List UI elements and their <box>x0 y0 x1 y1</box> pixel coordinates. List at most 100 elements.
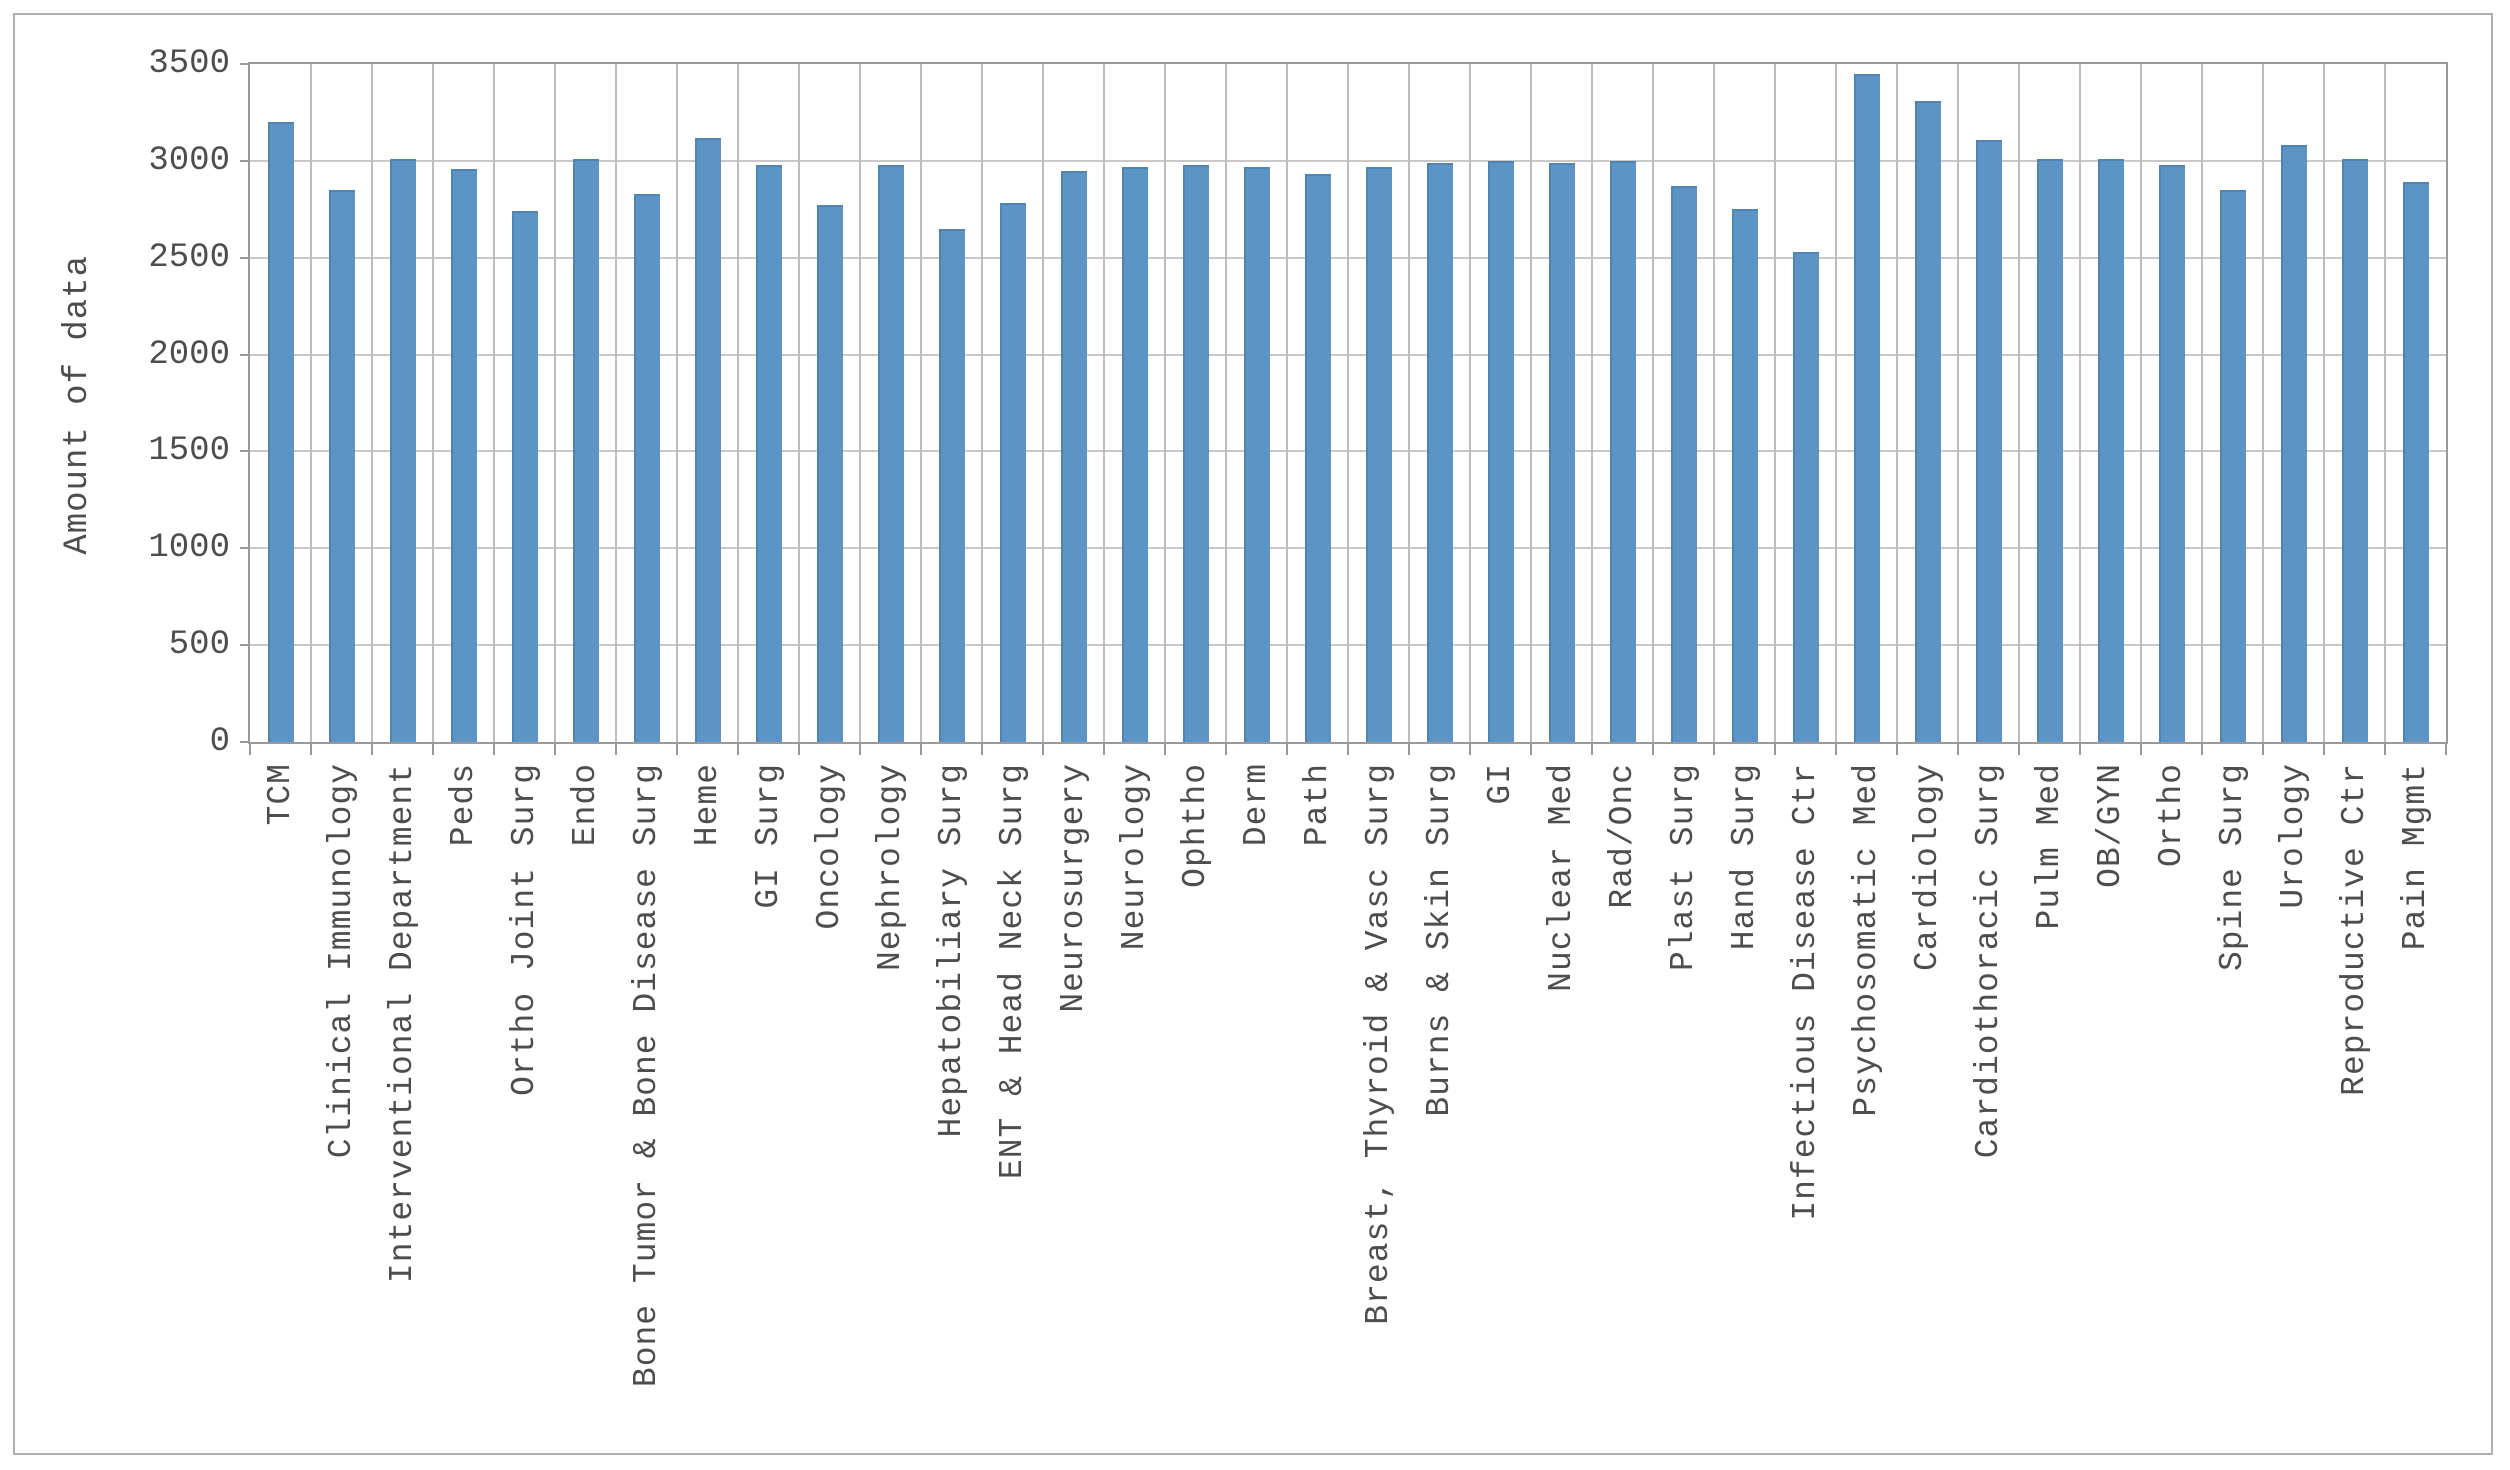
y-tick-label: 500 <box>168 626 230 665</box>
x-tick-label-container: ENT & Head Neck Surg <box>982 763 1043 1179</box>
bar-spine-surg <box>2219 189 2246 742</box>
v-gridline <box>798 64 800 742</box>
x-tick-label-container: OB/GYN <box>2080 763 2141 888</box>
x-tick-label-container: TCM <box>250 763 311 825</box>
x-tick-label: Urology <box>2274 763 2312 909</box>
x-tick-label: TCM <box>261 763 299 826</box>
x-tick-mark <box>1164 742 1166 755</box>
x-tick-label: Plast Surg <box>1664 763 1702 972</box>
x-tick-mark <box>2445 742 2447 755</box>
v-gridline <box>1225 64 1227 742</box>
v-gridline <box>1103 64 1105 742</box>
bar-rad-onc <box>1609 160 1636 742</box>
v-gridline <box>2323 64 2325 742</box>
x-tick-label-container: Reproductive Ctr <box>2324 763 2385 1096</box>
x-tick-label-container: GI <box>1470 763 1531 805</box>
x-tick-label: Cardiology <box>1908 763 1946 972</box>
x-tick-label-container: Pulm Med <box>2019 763 2080 929</box>
v-gridline <box>554 64 556 742</box>
x-tick-label: Nuclear Med <box>1542 763 1580 992</box>
x-tick-label: Peds <box>444 763 482 847</box>
v-gridline <box>737 64 739 742</box>
x-tick-label-container: Burns & Skin Surg <box>1409 763 1470 1117</box>
x-axis-line <box>248 742 2448 744</box>
bar-ob-gyn <box>2097 158 2124 742</box>
x-tick-label-container: Plast Surg <box>1653 763 1714 971</box>
x-tick-mark <box>1957 742 1959 755</box>
y-axis-title: Amount of data <box>59 255 97 555</box>
bar-neurology <box>1121 166 1148 742</box>
x-tick-label-container: Peds <box>433 763 494 846</box>
x-tick-label: Bone Tumor & Bone Disease Surg <box>627 763 665 1388</box>
x-tick-label: GI Surg <box>749 763 787 909</box>
x-tick-label: Burns & Skin Surg <box>1420 763 1458 1117</box>
bar-gi-surg <box>755 164 782 742</box>
x-tick-label: Interventional Department <box>383 763 421 1284</box>
bar-pulm-med <box>2036 158 2063 742</box>
y-tick-mark <box>240 353 250 356</box>
x-tick-mark <box>310 742 312 755</box>
top-spine <box>248 62 2448 64</box>
x-tick-mark <box>1225 742 1227 755</box>
x-tick-mark <box>1469 742 1471 755</box>
y-tick-mark <box>240 256 250 259</box>
plot-area <box>250 64 2446 742</box>
v-gridline <box>1957 64 1959 742</box>
x-tick-label: Neurosurgery <box>1054 763 1092 1013</box>
x-tick-label-container: Neurology <box>1104 763 1165 950</box>
bar-cardiology <box>1914 100 1941 742</box>
y-tick-mark <box>240 644 250 647</box>
x-tick-mark <box>2079 742 2081 755</box>
bar-cardiothoracic-surg <box>1975 139 2002 742</box>
y-tick-label: 1500 <box>148 432 230 471</box>
v-gridline <box>1164 64 1166 742</box>
x-tick-label: Ortho Joint Surg <box>505 763 543 1096</box>
v-gridline <box>1469 64 1471 742</box>
y-axis-line <box>248 64 250 744</box>
v-gridline <box>2140 64 2142 742</box>
x-tick-mark <box>249 742 251 755</box>
bar-urology <box>2280 145 2307 742</box>
x-tick-label-container: Infectious Disease Ctr <box>1775 763 1836 1221</box>
v-gridline <box>1408 64 1410 742</box>
x-tick-mark <box>432 742 434 755</box>
bar-derm <box>1243 166 1270 742</box>
bar-breast-thyroid-vasc-surg <box>1365 166 1392 742</box>
x-tick-label: ENT & Head Neck Surg <box>993 763 1031 1180</box>
x-tick-mark <box>493 742 495 755</box>
bar-tcm <box>267 122 294 742</box>
x-tick-label: Pain Mgmt <box>2396 763 2434 951</box>
x-tick-label: Infectious Disease Ctr <box>1786 763 1824 1221</box>
x-tick-label-container: Ortho <box>2141 763 2202 867</box>
bar-interventional-department <box>389 158 416 742</box>
x-tick-label-container: Oncology <box>799 763 860 929</box>
x-tick-mark <box>2201 742 2203 755</box>
bar-plast-surg <box>1670 186 1697 742</box>
y-tick-label: 3000 <box>148 141 230 180</box>
bar-burns-skin-surg <box>1426 162 1453 742</box>
x-tick-label: Ortho <box>2152 763 2190 868</box>
v-gridline <box>859 64 861 742</box>
x-tick-mark <box>1713 742 1715 755</box>
v-gridline <box>1042 64 1044 742</box>
x-tick-label-container: Ortho Joint Surg <box>494 763 555 1096</box>
y-tick-mark <box>240 547 250 550</box>
x-tick-label-container: Psychosomatic Med <box>1836 763 1897 1117</box>
x-tick-label-container: Spine Surg <box>2202 763 2263 971</box>
x-tick-label-container: Cardiology <box>1897 763 1958 971</box>
bar-heme <box>694 137 721 742</box>
v-gridline <box>920 64 922 742</box>
bar-peds <box>450 168 477 742</box>
x-tick-label-container: Urology <box>2263 763 2324 909</box>
x-tick-label-container: Cardiothoracic Surg <box>1958 763 2019 1158</box>
x-tick-label: Reproductive Ctr <box>2335 763 2373 1096</box>
y-tick-mark <box>240 63 250 65</box>
x-tick-label: GI <box>1481 763 1519 805</box>
x-tick-label-container: Rad/Onc <box>1592 763 1653 909</box>
x-tick-mark <box>2384 742 2386 755</box>
x-tick-mark <box>1835 742 1837 755</box>
x-tick-mark <box>859 742 861 755</box>
x-tick-label: Neurology <box>1115 763 1153 951</box>
x-tick-label-container: GI Surg <box>738 763 799 909</box>
